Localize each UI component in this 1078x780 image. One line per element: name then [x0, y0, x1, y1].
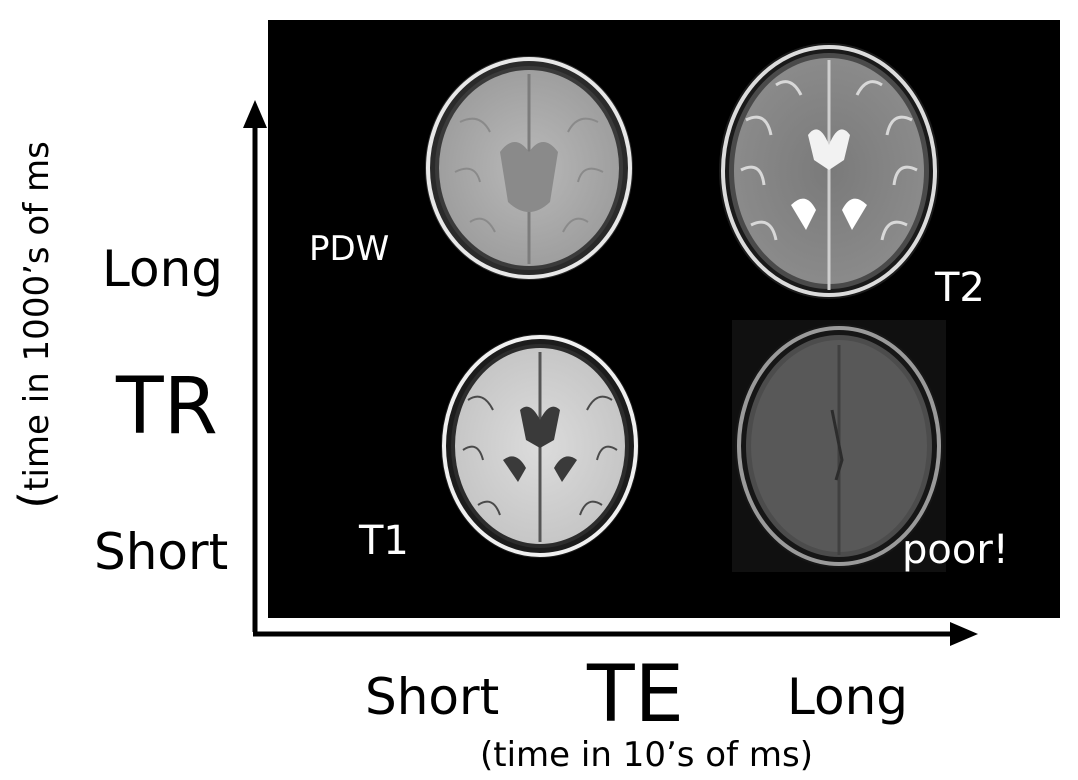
y-axis-arrowhead: [243, 100, 267, 128]
brain-image-t2: [719, 43, 939, 299]
label-t2: T2: [935, 265, 985, 311]
brain-image-poor: [732, 320, 946, 572]
brain-image-t1: [441, 334, 639, 558]
y-axis-low-label: Short: [94, 523, 229, 581]
y-axis-title: TR: [116, 362, 218, 452]
y-axis-unit: (time in 1000’s of ms: [9, 141, 63, 509]
x-axis-high-label: Long: [787, 668, 908, 726]
x-axis-title: TE: [587, 650, 684, 740]
label-pdw: PDW: [309, 229, 390, 269]
label-t1: T1: [359, 518, 409, 564]
x-axis-low-label: Short: [365, 668, 500, 726]
x-axis-arrowhead: [950, 622, 978, 646]
brain-image-pdw: [425, 56, 633, 280]
label-poor: poor!: [902, 527, 1009, 573]
x-axis-unit: (time in 10’s of ms): [480, 735, 813, 775]
y-axis-unit-text: time in 1000’s of ms: [17, 141, 57, 491]
y-axis-high-label: Long: [102, 240, 223, 298]
y-axis-unit-paren: (: [9, 490, 63, 509]
